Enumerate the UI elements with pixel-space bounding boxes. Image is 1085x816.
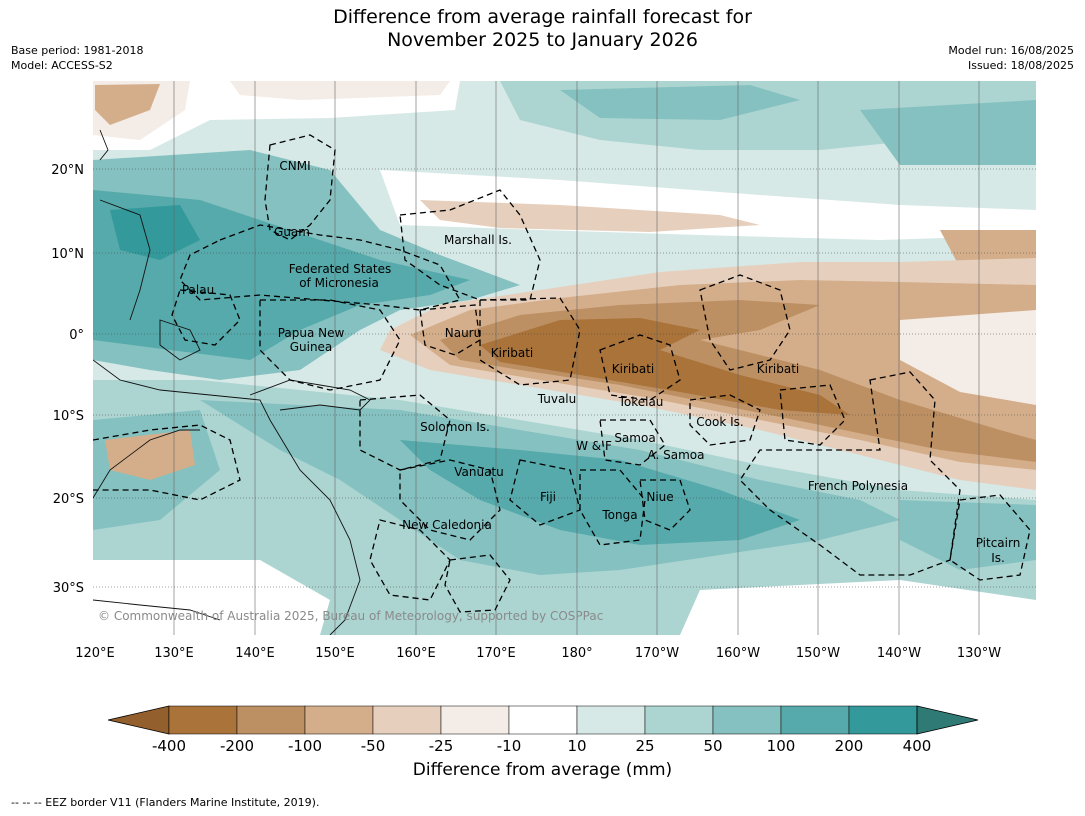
lon-label-130e: 130°E (154, 646, 194, 661)
colorbar-extend-high (916, 705, 979, 735)
colorbar-tick: 10 (567, 737, 586, 755)
label-fiji: Fiji (540, 490, 556, 504)
label-pitcairn-1: Pitcairn (976, 536, 1021, 550)
colorbar-swatch (168, 705, 238, 735)
lon-label-170w: 170°W (635, 646, 679, 661)
model-run: Model run: 16/08/2025 (948, 44, 1074, 57)
lat-label-20n: 20°N (51, 163, 84, 178)
copyright-notice: © Commonwealth of Australia 2025, Bureau… (98, 609, 604, 623)
lon-label-140w: 140°W (877, 646, 921, 661)
colorbar-swatch (780, 705, 850, 735)
title-line-1: Difference from average rainfall forecas… (333, 6, 752, 28)
lon-label-150e: 150°E (315, 646, 355, 661)
colorbar: -400 -200 -100 -50 -25 -10 10 25 50 100 … (107, 705, 979, 755)
colorbar-tick: -50 (361, 737, 386, 755)
label-solomon-is: Solomon Is. (420, 420, 490, 434)
lon-label-180: 180° (561, 646, 592, 661)
eez-borders (93, 134, 1031, 613)
meta-left: Base period: 1981-2018 Model: ACCESS-S2 (11, 43, 143, 73)
label-guam: Guam (274, 225, 310, 239)
colorbar-tick: -100 (288, 737, 322, 755)
label-tuvalu: Tuvalu (537, 392, 577, 406)
label-cook-is: Cook Is. (696, 415, 743, 429)
label-marshall-is: Marshall Is. (444, 233, 512, 247)
colorbar-swatch (440, 705, 510, 735)
label-cnmi: CNMI (279, 159, 310, 173)
lon-label-170e: 170°E (476, 646, 516, 661)
label-samoa: Samoa (614, 431, 655, 445)
label-fsm-2: of Micronesia (299, 276, 379, 290)
coastlines (93, 129, 371, 635)
label-vanuatu: Vanuatu (454, 465, 504, 479)
colorbar-tick: 50 (703, 737, 722, 755)
colorbar-label: Difference from average (mm) (412, 760, 673, 780)
lat-label-0: 0° (69, 328, 84, 343)
model-name: Model: ACCESS-S2 (11, 59, 113, 72)
latitude-lines (93, 168, 1036, 588)
colorbar-swatch (372, 705, 442, 735)
label-kiribati-central: Kiribati (612, 362, 654, 376)
lon-label-120e: 120°E (75, 646, 115, 661)
place-labels: CNMI Guam Marshall Is. Federated States … (182, 159, 1020, 565)
meta-right: Model run: 16/08/2025 Issued: 18/08/2025 (948, 43, 1074, 73)
colorbar-tick: 25 (635, 737, 654, 755)
colorbar-swatch (508, 705, 578, 735)
colorbar-tick: -10 (497, 737, 522, 755)
lat-label-30s: 30°S (53, 581, 84, 596)
label-kiribati-west: Kiribati (491, 346, 533, 360)
label-fsm-1: Federated States (289, 262, 391, 276)
lat-label-10s: 10°S (53, 409, 84, 424)
colorbar-extend-low (107, 705, 170, 735)
colorbar-swatch (576, 705, 646, 735)
colorbar-swatch (848, 705, 918, 735)
label-kiribati-east: Kiribati (757, 362, 799, 376)
colorbar-tick: -25 (429, 737, 454, 755)
label-tonga: Tonga (601, 508, 637, 522)
longitude-labels: 120°E 130°E 140°E 150°E 160°E 170°E 180°… (75, 646, 1001, 661)
lon-label-150w: 150°W (796, 646, 840, 661)
label-french-polynesia: French Polynesia (808, 479, 908, 493)
label-niue: Niue (646, 490, 673, 504)
latitude-labels: 20°N 10°N 0° 10°S 20°S 30°S (51, 163, 84, 596)
rainfall-field (93, 81, 1036, 635)
colorbar-swatch (236, 705, 306, 735)
colorbar-swatch (304, 705, 374, 735)
colorbar-swatch (712, 705, 782, 735)
graticule (173, 81, 980, 635)
label-a-samoa: A. Samoa (648, 448, 705, 462)
colorbar-tick: 400 (903, 737, 932, 755)
lat-label-10n: 10°N (51, 247, 84, 262)
eez-footnote: -- -- -- EEZ border V11 (Flanders Marine… (11, 796, 320, 809)
label-new-caledonia: New Caledonia (402, 518, 492, 532)
label-nauru: Nauru (445, 326, 481, 340)
lon-label-160e: 160°E (396, 646, 436, 661)
colorbar-tick: 200 (835, 737, 864, 755)
lon-label-140e: 140°E (235, 646, 275, 661)
base-period: Base period: 1981-2018 (11, 44, 144, 57)
label-png-2: Guinea (290, 340, 333, 354)
title-line-2: November 2025 to January 2026 (387, 29, 698, 51)
label-png-1: Papua New (278, 326, 345, 340)
label-w-and-f: W & F (576, 439, 612, 453)
colorbar-swatch (644, 705, 714, 735)
issued-date: Issued: 18/08/2025 (967, 59, 1074, 72)
label-tokelau: Tokelau (618, 395, 664, 409)
lat-label-20s: 20°S (53, 492, 84, 507)
lon-label-160w: 160°W (716, 646, 760, 661)
colorbar-tick: 100 (767, 737, 796, 755)
map-title: Difference from average rainfall forecas… (0, 6, 1085, 52)
lon-label-130w: 130°W (957, 646, 1001, 661)
label-palau: Palau (182, 283, 214, 297)
colorbar-tick: -400 (152, 737, 186, 755)
label-pitcairn-2: Is. (991, 551, 1005, 565)
colorbar-tick: -200 (220, 737, 254, 755)
